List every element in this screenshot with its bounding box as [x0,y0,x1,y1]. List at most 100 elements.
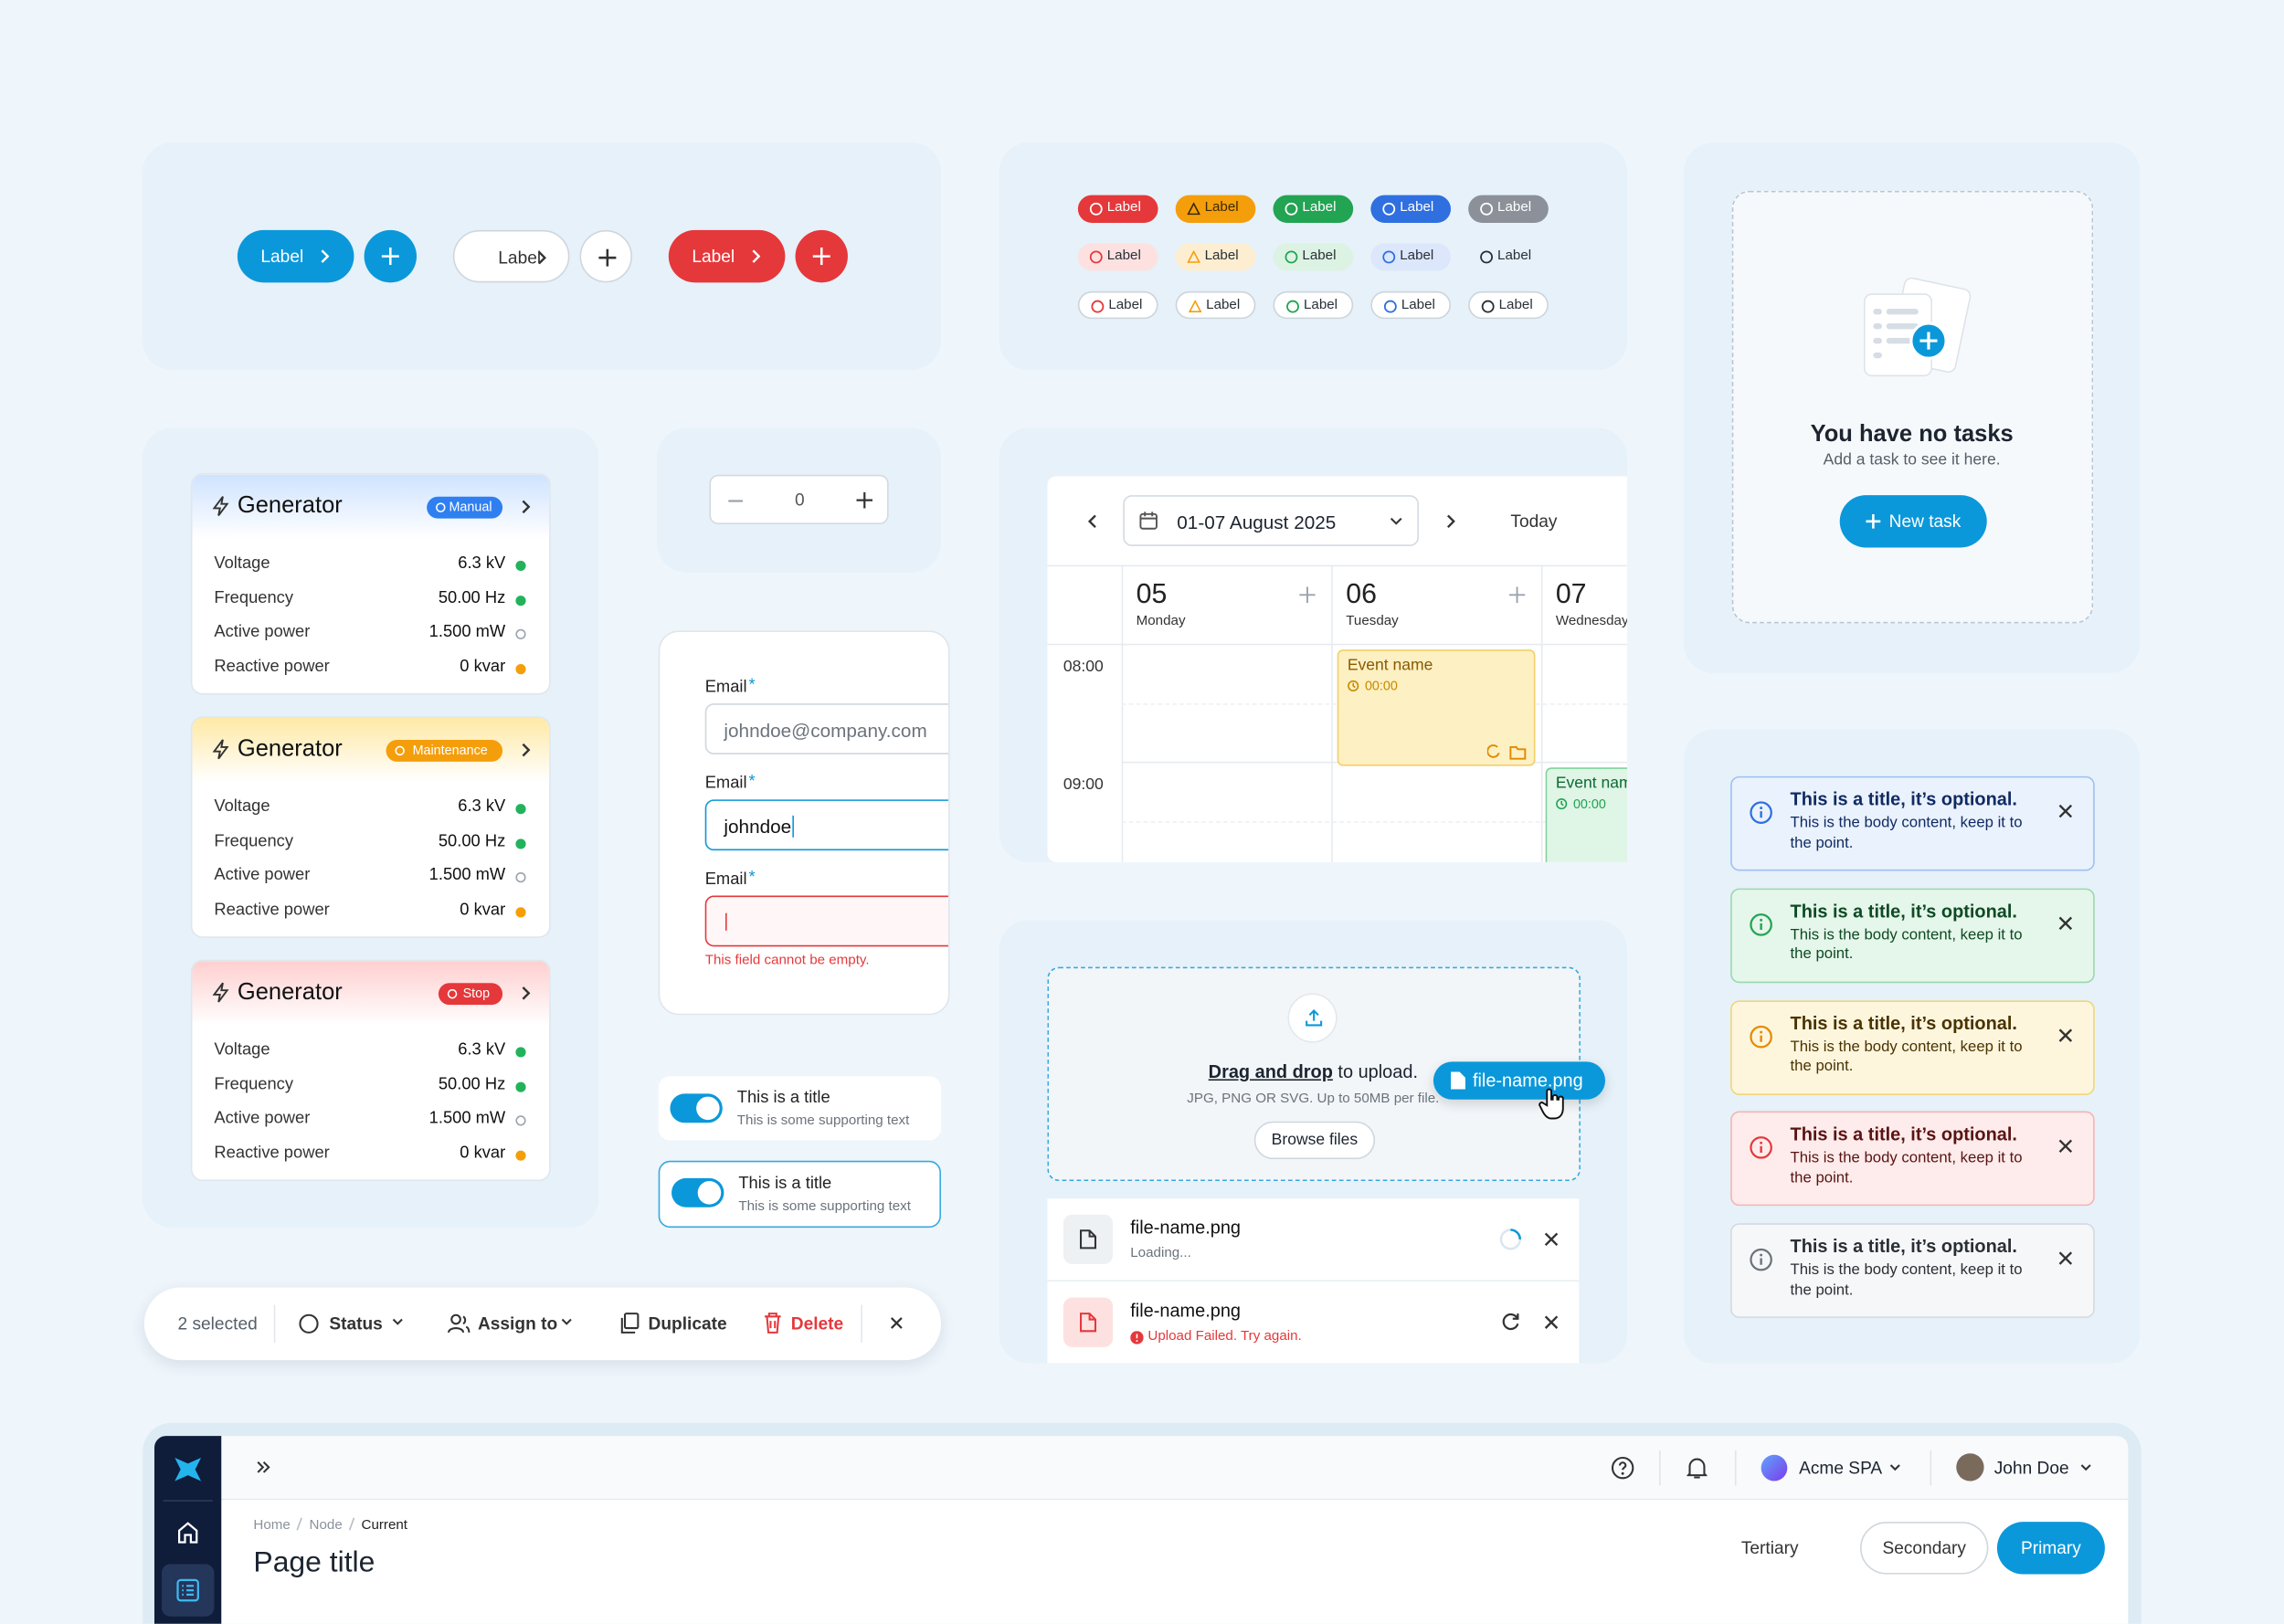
toggle-title: This is a title [738,1175,832,1193]
close-icon[interactable] [1544,1315,1559,1330]
upload-hint: JPG, PNG OR SVG. Up to 50MB per file. [1187,1091,1440,1107]
toggle-card[interactable]: This is a title This is some supporting t… [658,1160,941,1229]
assign-icon [448,1313,471,1334]
help-icon[interactable] [1611,1456,1634,1480]
minus-icon[interactable] [728,500,744,502]
close-icon[interactable] [2058,804,2073,818]
tag-icon-svg [1285,202,1298,216]
tag-label: Label [1302,199,1337,216]
bolt-icon-svg [212,739,229,760]
form-card: Email * johndoe@company.com Email * johndoe Em… [658,630,950,1016]
browse-button[interactable]: Browse files [1253,1121,1376,1160]
page-action[interactable]: Secondary [1860,1522,1989,1575]
active-nav[interactable] [161,1564,215,1617]
date-picker[interactable]: 01-07 August 2025 [1123,495,1419,546]
button[interactable]: Label [668,229,786,283]
alert-icon-svg [1750,912,1772,936]
chevron [752,249,761,264]
metric-label: Voltage [214,554,270,573]
next-button[interactable] [1446,514,1455,529]
chevron [321,249,330,264]
alert-body: This is the body content, keep it to the… [1790,925,2023,964]
day-number: 06 [1346,579,1377,611]
close-icon[interactable] [2058,1139,2073,1154]
dragging-chip: file-name.png [1433,1061,1606,1100]
retry-icon[interactable] [1499,1311,1523,1334]
metric-label: Frequency [214,589,294,607]
close-icon[interactable] [890,1316,903,1329]
metric-value: 50.00 Hz [438,589,506,607]
content: Home Node Current Page title Tertiary Secon… [221,1500,2129,1624]
page-action[interactable]: Tertiary [1740,1537,1799,1559]
close-icon[interactable] [2058,1028,2073,1042]
switch[interactable] [671,1177,724,1207]
metric-label: Voltage [214,1040,270,1060]
upload-icon [1306,1009,1323,1027]
status-button[interactable]: Status [329,1313,383,1334]
input-value: johndoe [724,815,795,838]
tag-label: Label [1302,248,1337,264]
prev-button[interactable] [1088,514,1097,529]
grid-line [1331,564,1333,862]
icon-button[interactable] [364,229,417,283]
upload-link[interactable]: Drag and drop [1208,1061,1333,1082]
close-icon[interactable] [1544,1232,1559,1247]
button[interactable]: Label [237,229,354,283]
grid-line [1540,564,1543,862]
add-event[interactable] [1508,586,1526,604]
tag: Label [1273,243,1354,271]
dragging-file-name: file-name.png [1472,1070,1583,1091]
crumb[interactable]: Home [253,1517,291,1534]
breadcrumb: Home Node Current [253,1517,407,1534]
text-input[interactable]: johndoe@company.com [704,703,948,754]
plus-icon [381,248,399,266]
sidebar [154,1436,222,1624]
button-row: Label Label Label [0,0,848,283]
button[interactable]: Label [452,229,570,283]
org-name[interactable]: Acme SPA [1799,1457,1883,1479]
icon-button[interactable] [795,229,848,283]
clock-icon-svg [1556,798,1568,810]
event-icons-svg [1486,744,1527,760]
chevron-svg [522,500,531,514]
tag-icon [1382,250,1396,264]
expand-icon[interactable] [257,1461,271,1473]
plus-icon[interactable] [856,491,873,509]
home-icon[interactable] [176,1521,200,1545]
status-badge: Stop [438,983,503,1006]
toggle-card[interactable]: This is a title This is some supporting t… [658,1076,941,1141]
chevron [1390,517,1402,525]
close-icon[interactable] [2058,916,2073,931]
field-error: This field cannot be empty. [704,952,870,969]
text-input[interactable] [704,895,948,947]
event[interactable]: Event name 00:00 [1337,649,1536,766]
assign-button[interactable]: Assign to [477,1313,558,1334]
event-time: 00:00 [1364,678,1398,693]
event[interactable]: Event name 00:00 [1545,767,1627,862]
field-label: Email [704,775,747,793]
tag: Label [1077,243,1158,271]
metric-value: 0 kvar [460,658,506,676]
close-icon[interactable] [2058,1251,2073,1266]
duplicate-button[interactable]: Duplicate [648,1313,727,1334]
new-task-button[interactable]: New task [1839,495,1987,548]
user-name[interactable]: John Doe [1993,1457,2069,1479]
grid-line [1047,643,1627,646]
icon-button[interactable] [579,229,632,283]
today-button[interactable]: Today [1510,511,1558,532]
text-input[interactable]: johndoe [704,799,948,851]
tag-label: Label [1204,248,1239,264]
add-event[interactable] [1299,586,1316,604]
page-title: Page title [253,1546,375,1579]
delete-button[interactable]: Delete [790,1313,844,1334]
required-mark: * [748,773,756,791]
page-action[interactable]: Primary [1996,1522,2105,1575]
metric-value: 0 kvar [460,901,506,919]
status-dot [515,560,526,572]
crumb[interactable]: Node [309,1517,343,1534]
clock-icon [1556,798,1568,810]
divider [1734,1450,1737,1486]
bell-icon[interactable] [1687,1456,1708,1480]
switch[interactable] [670,1093,723,1123]
tag: Label [1077,290,1158,320]
